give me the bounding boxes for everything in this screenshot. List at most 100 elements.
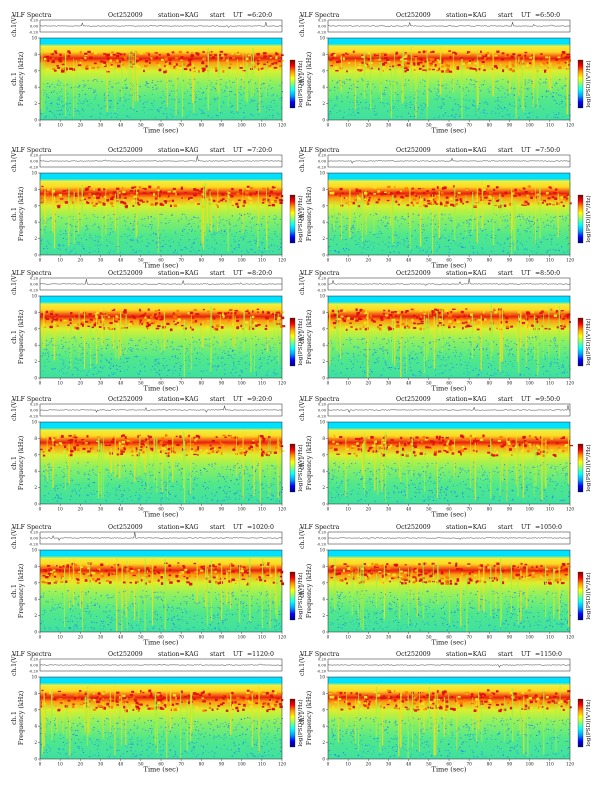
spectrogram-speckle: [386, 103, 389, 105]
spectrogram-patch: [164, 201, 167, 204]
spectrogram-patch: [214, 67, 218, 69]
spectrogram-patch: [480, 50, 482, 53]
spectrogram-speckle: [476, 111, 478, 113]
spectrogram-speckle: [567, 250, 569, 252]
spectrogram-speckle: [176, 252, 178, 254]
spectrogram-speckle: [262, 93, 264, 95]
spectrogram-speckle: [485, 237, 487, 239]
spectrogram-speckle: [60, 82, 62, 84]
spectrogram-patch: [418, 189, 422, 192]
spectrogram-speckle: [501, 219, 503, 221]
spectrogram-patch: [146, 322, 149, 325]
spectrogram-speckle: [83, 370, 85, 371]
spectrogram-speckle: [69, 251, 71, 253]
spectrogram-speckle: [155, 350, 157, 351]
spectrogram-speckle: [200, 230, 202, 232]
spectrogram-patch: [511, 63, 514, 66]
spectrogram-speckle: [178, 99, 180, 100]
spectrogram-speckle: [111, 243, 113, 245]
spectrogram-speckle: [261, 95, 263, 97]
spectrogram-speckle: [69, 232, 71, 234]
spectrogram-speckle: [68, 367, 70, 369]
frequency-tick-label: 8: [322, 187, 325, 192]
spectrogram-speckle: [568, 95, 570, 97]
spectrogram-speckle: [109, 375, 111, 377]
spectrogram-speckle: [239, 347, 241, 349]
spectrogram-speckle: [103, 216, 106, 218]
spectrogram-speckle: [516, 349, 518, 351]
spectrogram-patch: [554, 197, 558, 200]
spectrogram-patch: [485, 53, 488, 57]
spectrogram-speckle: [253, 94, 255, 96]
spectrogram-speckle: [550, 238, 552, 240]
spectrogram-patch: [473, 62, 477, 65]
spectrogram-speckle: [422, 249, 424, 251]
spectrogram-patch: [475, 68, 478, 72]
spectrogram-speckle: [497, 229, 499, 230]
spectrogram-speckle: [537, 81, 539, 83]
spectrogram-speckle: [563, 372, 565, 374]
spectrogram-patch: [98, 201, 103, 204]
spectrogram-speckle: [265, 111, 268, 113]
spectrogram-speckle: [362, 361, 364, 363]
spectrogram-patch: [333, 313, 337, 317]
spectrogram-speckle: [135, 356, 137, 358]
spectrogram-patch: [271, 203, 275, 207]
spectrogram-speckle: [529, 359, 531, 361]
spectrogram-speckle: [137, 372, 139, 374]
spectrogram-speckle: [411, 104, 413, 105]
spectrogram-speckle: [209, 84, 211, 86]
spectrogram-patch: [81, 315, 85, 318]
spectrogram-speckle: [152, 89, 154, 91]
spectrogram-speckle: [274, 106, 276, 108]
spectrogram-speckle: [265, 348, 267, 350]
spectrogram-patch: [235, 319, 240, 322]
spectrogram-speckle: [438, 223, 440, 225]
spectrogram-speckle: [482, 110, 484, 112]
spectrogram-patch: [62, 190, 67, 192]
spectrogram-speckle: [162, 240, 164, 242]
spectrogram-patch: [223, 53, 228, 56]
spectrogram-speckle: [82, 103, 84, 105]
spectrogram-speckle: [44, 90, 46, 91]
spectrogram-speckle: [517, 249, 519, 251]
spectrogram-patch: [47, 59, 50, 63]
spectrogram-speckle: [110, 364, 112, 366]
spectrogram-patch: [411, 187, 414, 190]
spectrogram-speckle: [226, 86, 228, 88]
spectrogram-patch: [338, 60, 342, 63]
spectrogram-speckle: [446, 342, 448, 344]
spectrogram-patch: [248, 197, 253, 200]
spectrogram-patch: [249, 52, 252, 55]
spectrogram-speckle: [369, 244, 371, 246]
spectrogram-speckle: [226, 96, 228, 97]
spectrogram-speckle: [358, 112, 360, 114]
spectrogram-speckle: [223, 102, 225, 104]
spectrogram-speckle: [459, 107, 461, 108]
spectrogram-patch: [158, 312, 161, 315]
spectrogram-speckle: [249, 102, 251, 104]
spectrogram-patch: [110, 197, 114, 201]
spectrogram-patch: [219, 199, 224, 202]
spectrogram-patch: [494, 197, 498, 200]
spectrogram-speckle: [93, 92, 95, 93]
spectrogram-speckle: [374, 107, 376, 109]
spectrogram-speckle: [91, 250, 94, 252]
spectrogram-patch: [189, 198, 194, 201]
spectrogram-speckle: [41, 355, 43, 357]
spectrogram-speckle: [510, 349, 512, 351]
spectrogram-speckle: [478, 348, 481, 350]
spectrogram-speckle: [274, 222, 276, 224]
spectrogram-patch: [431, 63, 435, 67]
spectrogram-patch: [139, 52, 143, 55]
spectrogram-speckle: [49, 111, 51, 112]
spectrogram-speckle: [243, 81, 245, 83]
spectrogram-speckle: [99, 229, 101, 230]
spectrogram-speckle: [128, 343, 130, 345]
spectrogram-patch: [82, 319, 85, 323]
spectrogram-speckle: [242, 357, 244, 359]
spectrogram-speckle: [449, 336, 451, 338]
spectrogram-speckle: [396, 82, 398, 84]
spectrogram-patch: [147, 308, 150, 311]
spectrogram-patch: [562, 198, 566, 200]
